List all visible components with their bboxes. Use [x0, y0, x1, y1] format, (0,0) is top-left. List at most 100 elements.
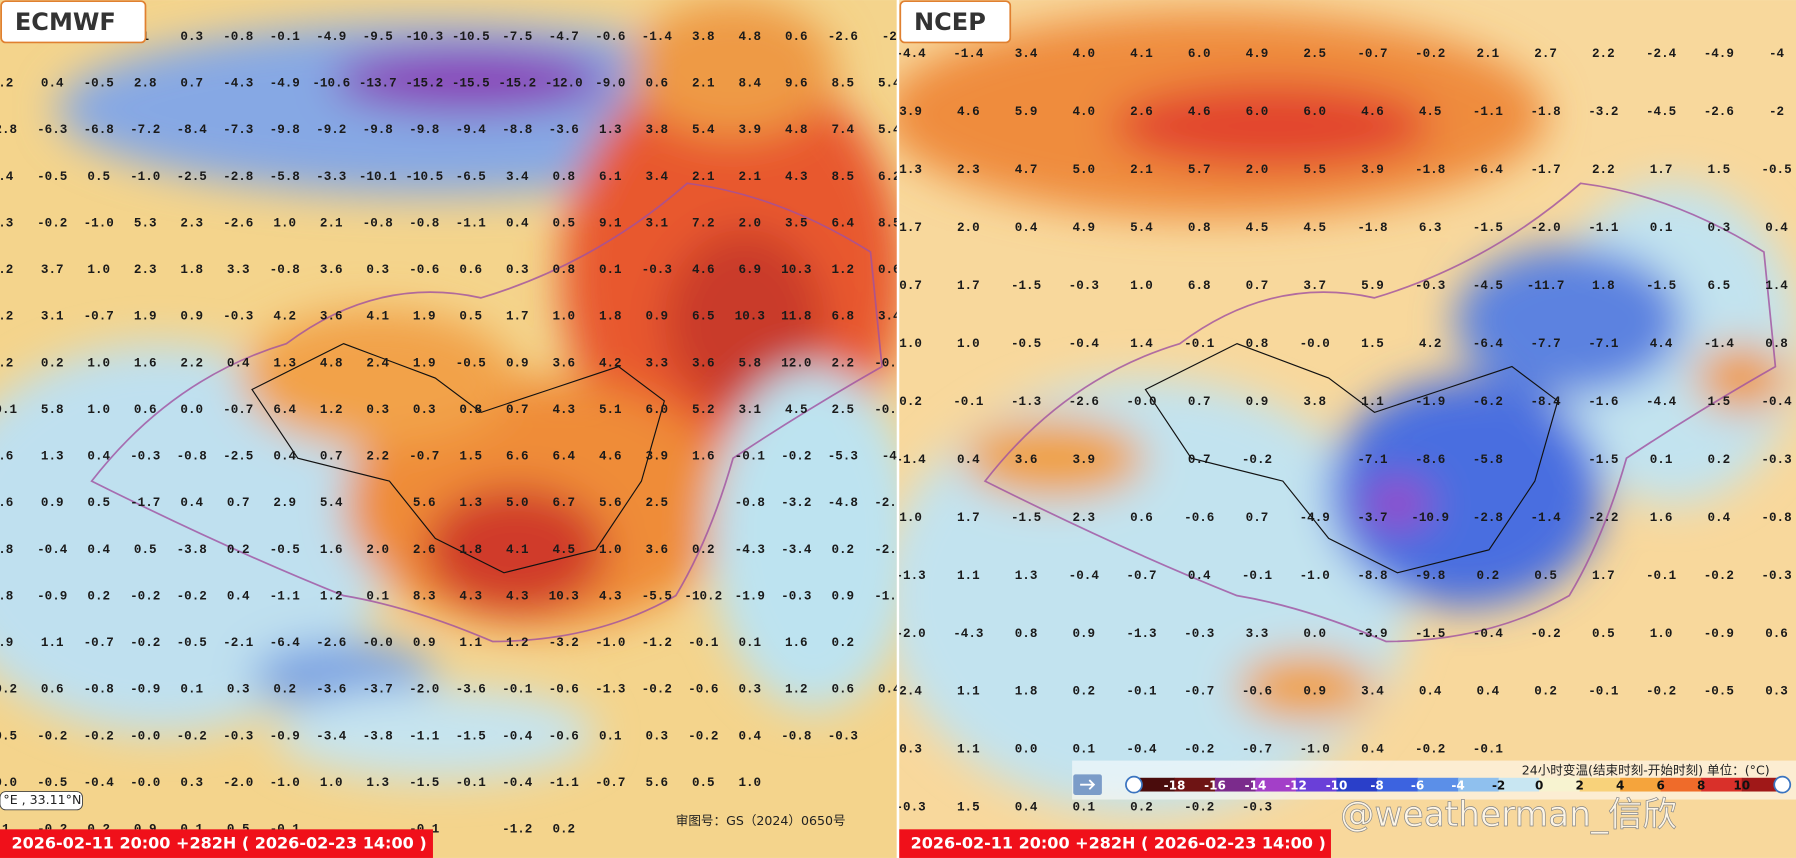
colorbar-handle[interactable]	[1125, 775, 1143, 794]
grid-value: 1.3	[599, 123, 622, 137]
grid-value: -0.2	[37, 729, 67, 743]
grid-value: 0.1	[0, 403, 17, 417]
grid-value: -0.1	[1126, 685, 1157, 699]
grid-value: 2.3	[1072, 511, 1095, 525]
grid-value: -8.4	[1531, 395, 1562, 409]
grid-value: -1.1	[409, 729, 440, 743]
grid-value: 2.2	[831, 356, 854, 370]
colorbar-segment	[1620, 777, 1662, 792]
colorbar-tick-label: -2	[1492, 778, 1505, 792]
grid-value: 1.8	[599, 310, 622, 324]
grid-value: -0.0	[363, 636, 393, 650]
grid-value: 0.6	[134, 403, 157, 417]
grid-value: -1.6	[1588, 395, 1618, 409]
grid-value: .2	[0, 356, 13, 370]
grid-value: -0.5	[270, 543, 300, 557]
grid-value: -1.5	[1473, 221, 1503, 235]
grid-value: 1.8	[459, 543, 482, 557]
grid-value: 0.4	[1477, 685, 1500, 699]
grid-value: -1.0	[270, 776, 300, 790]
grid-value: -5.8	[270, 170, 300, 184]
grid-value: 1.0	[552, 310, 575, 324]
grid-value: 2.0	[957, 221, 980, 235]
grid-value: 1.3	[899, 163, 922, 177]
grid-value: 0.4	[180, 496, 203, 510]
grid-value: 0.4	[227, 589, 250, 603]
grid-value: -3.6	[456, 683, 486, 697]
grid-value: 3.9	[1361, 163, 1384, 177]
grid-value: 4.3	[459, 589, 482, 603]
grid-value: -8.4	[177, 123, 208, 137]
grid-value: -4.7	[549, 30, 579, 44]
grid-value: -0.6	[549, 729, 579, 743]
grid-value: 3.3	[227, 263, 250, 277]
grid-value: 3.6	[1015, 453, 1038, 467]
grid-value: 0.4	[273, 450, 296, 464]
grid-value: 5.9	[1361, 279, 1384, 293]
grid-value: -0.2	[130, 636, 160, 650]
grid-value: 1.3	[273, 356, 296, 370]
grid-value: 0.1	[180, 683, 203, 697]
grid-value: 5.9	[1015, 105, 1038, 119]
grid-value: -1.0	[130, 170, 160, 184]
grid-value: 7.2	[692, 216, 715, 230]
grid-value: 4.6	[599, 450, 622, 464]
grid-value: -10.9	[1411, 511, 1449, 525]
grid-value: 4.8	[320, 356, 343, 370]
grid-value: -0.3	[828, 729, 858, 743]
grid-value: 0.9	[180, 310, 203, 324]
grid-value: 3.4	[1361, 685, 1384, 699]
footer-time: 2026-02-11 20:00 +282H ( 2026-02-23 14:0…	[911, 834, 1326, 853]
grid-value: -3.2	[1588, 105, 1618, 119]
coordinate: °E , 33.11°N	[3, 792, 81, 807]
grid-value: -1.7	[1531, 163, 1561, 177]
grid-value: 0.4	[227, 356, 250, 370]
grid-value: 4.1	[366, 310, 389, 324]
grid-value: 1.4	[1130, 337, 1153, 351]
grid-value: 4.6	[957, 105, 980, 119]
grid-value: 0.3	[645, 729, 668, 743]
grid-value: 4.1	[506, 543, 529, 557]
grid-value: 1.3	[366, 776, 389, 790]
grid-value: -6.5	[456, 170, 486, 184]
grid-value: -0.2	[1415, 743, 1445, 757]
grid-value: 5.4	[320, 496, 343, 510]
grid-value: -0.2	[642, 683, 672, 697]
grid-value: -4.9	[1300, 511, 1330, 525]
title-box	[899, 0, 1012, 44]
colorbar-handle[interactable]	[1773, 775, 1792, 794]
grid-value: -0.1	[270, 30, 301, 44]
grid-value: -1.8	[1357, 221, 1387, 235]
grid-value: 0.5	[552, 216, 575, 230]
grid-value: -0.7	[1184, 685, 1214, 699]
grid-value: 0.9	[413, 636, 436, 650]
grid-value: 0.9	[645, 310, 668, 324]
grid-value: -9.8	[1415, 569, 1445, 583]
grid-value: -4.3	[953, 627, 983, 641]
grid-value: -0.0	[130, 776, 160, 790]
colorbar-tick-label: 10	[1733, 778, 1750, 792]
grid-value: 4.8	[738, 30, 761, 44]
grid-value: 10.3	[549, 589, 579, 603]
panel-title: ECMWF	[15, 8, 116, 36]
grid-value: 0.2	[227, 543, 250, 557]
grid-value: 5.8	[738, 356, 761, 370]
grid-value: 0.6	[1130, 511, 1153, 525]
grid-value: -6.2	[1473, 395, 1503, 409]
grid-value: -0.1	[1588, 685, 1619, 699]
grid-value: -0.5	[177, 636, 207, 650]
grid-value: 0.5	[459, 310, 482, 324]
grid-value: 10.3	[735, 310, 765, 324]
grid-value: 2.3	[134, 263, 157, 277]
grid-value: 0.9	[1246, 395, 1269, 409]
grid-value: -1.0	[1300, 569, 1330, 583]
grid-value: -1.2	[502, 823, 532, 837]
grid-value: 1.9	[413, 310, 436, 324]
grid-value: -0.2	[37, 216, 67, 230]
grid-value: 0.1	[599, 263, 622, 277]
grid-value: -0.1	[1646, 569, 1677, 583]
grid-value: 2.1	[1477, 47, 1500, 61]
grid-value: -2.6	[223, 216, 253, 230]
panel-title: NCEP	[914, 8, 986, 36]
grid-value: 1.0	[957, 337, 980, 351]
